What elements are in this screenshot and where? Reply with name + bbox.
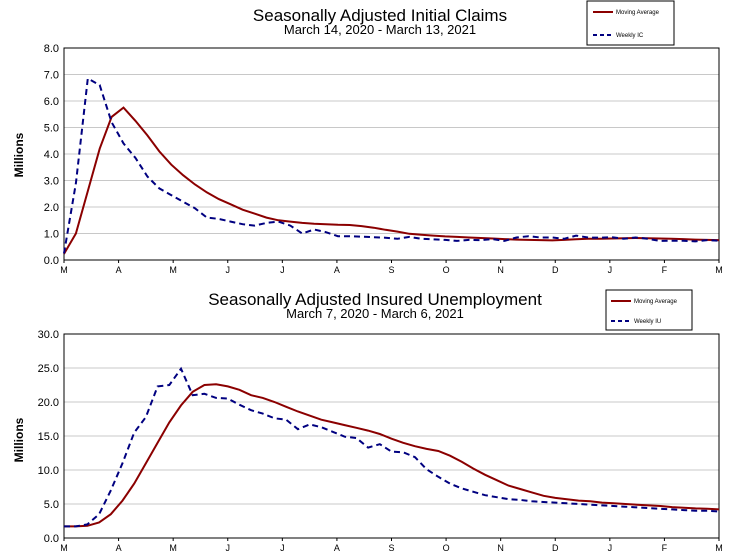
x-tick-label: N [497, 265, 504, 275]
x-tick-label: N [497, 543, 504, 553]
y-tick-label: 25.0 [38, 363, 59, 375]
y-tick-label: 0.0 [44, 533, 59, 545]
x-tick-label: M [169, 543, 177, 553]
chart1-ylabel: Millions [12, 132, 26, 177]
y-tick-label: 5.0 [44, 123, 59, 135]
chart2-moving-average-line [64, 383, 720, 528]
chart1-title: Seasonally Adjusted Initial Claims [253, 6, 507, 25]
chart1-legend: Moving Average Weekly IC [586, 0, 675, 46]
y-tick-label: 1.0 [44, 229, 59, 241]
y-tick-label: 20.0 [38, 397, 59, 409]
x-tick-label: J [226, 543, 231, 553]
x-tick-label: J [280, 265, 285, 275]
chart1-gridlines [64, 74, 719, 234]
x-tick-label: J [608, 265, 613, 275]
x-tick-label: M [715, 265, 723, 275]
x-tick-label: F [662, 265, 668, 275]
x-tick-label: J [280, 543, 285, 553]
chart2-legend-weekly-label: Weekly IU [634, 319, 661, 325]
y-tick-label: 7.0 [44, 70, 59, 82]
chart2-subtitle: March 7, 2020 - March 6, 2021 [286, 306, 464, 321]
chart1-weekly-ic-line [63, 76, 720, 254]
chart2-title: Seasonally Adjusted Insured Unemployment [208, 290, 542, 309]
y-tick-label: 0.0 [44, 255, 59, 267]
y-tick-label: 15.0 [38, 431, 59, 443]
y-tick-label: 10.0 [38, 465, 59, 477]
y-tick-label: 6.0 [44, 96, 59, 108]
chart1-legend-moving-average-label: Moving Average [616, 10, 660, 16]
x-tick-label: M [60, 265, 68, 275]
chart2-legend: Moving Average Weekly IU [605, 289, 693, 331]
y-tick-label: 4.0 [44, 149, 59, 161]
x-tick-label: A [116, 543, 122, 553]
x-tick-label: J [226, 265, 231, 275]
y-tick-label: 2.0 [44, 202, 59, 214]
y-tick-label: 30.0 [38, 329, 59, 341]
chart2-plot-border [63, 333, 720, 539]
y-tick-label: 3.0 [44, 176, 59, 188]
x-tick-label: D [552, 543, 559, 553]
y-tick-label: 8.0 [44, 43, 59, 55]
x-tick-label: M [715, 543, 723, 553]
chart1-legend-box [586, 0, 675, 46]
x-tick-label: A [116, 265, 122, 275]
chart-initial-claims: Seasonally Adjusted Initial Claims March… [12, 0, 723, 275]
chart2-legend-moving-average-label: Moving Average [634, 299, 678, 305]
x-tick-label: O [443, 265, 450, 275]
chart1-plot-border [63, 47, 720, 261]
y-tick-label: 5.0 [44, 499, 59, 511]
chart1-moving-average-line [63, 106, 720, 255]
x-tick-label: J [608, 543, 613, 553]
chart2-y-ticks: 0.0 5.0 10.0 15.0 20.0 25.0 30.0 [38, 329, 59, 545]
chart1-subtitle: March 14, 2020 - March 13, 2021 [284, 22, 476, 37]
x-tick-label: F [662, 543, 668, 553]
chart1-y-ticks: 0.0 1.0 2.0 3.0 4.0 5.0 6.0 7.0 8.0 [44, 43, 59, 267]
x-tick-label: A [334, 543, 340, 553]
chart2-ylabel: Millions [12, 417, 26, 462]
x-tick-label: O [443, 543, 450, 553]
x-tick-label: A [334, 265, 340, 275]
chart2-legend-box [605, 289, 693, 331]
x-tick-label: M [60, 543, 68, 553]
x-tick-label: D [552, 265, 559, 275]
chart-insured-unemployment: Seasonally Adjusted Insured Unemployment… [12, 289, 723, 553]
chart1-legend-weekly-label: Weekly IC [616, 33, 644, 39]
x-tick-label: M [169, 265, 177, 275]
x-tick-label: S [388, 543, 394, 553]
x-tick-label: S [388, 265, 394, 275]
